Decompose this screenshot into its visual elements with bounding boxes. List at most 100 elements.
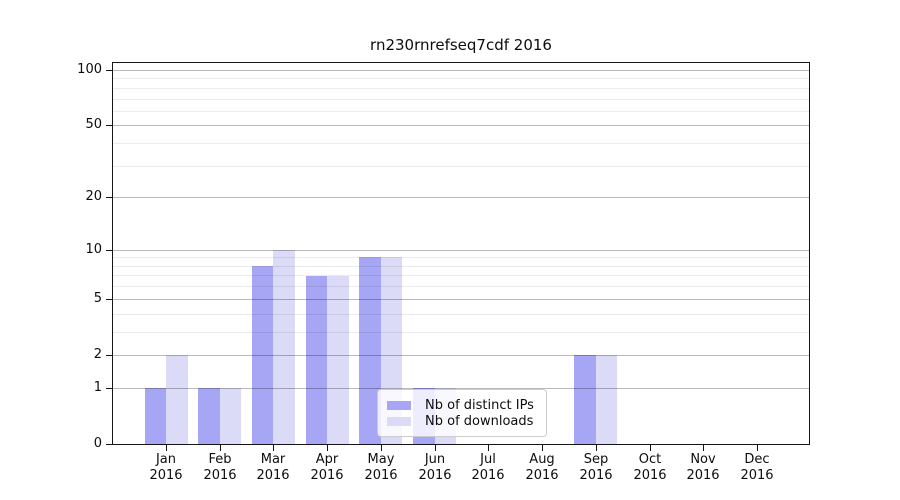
- x-tick-mark: [596, 445, 597, 451]
- x-tick-month: Apr: [315, 452, 339, 467]
- x-tick-mark: [757, 445, 758, 451]
- x-tick-label: Apr 2016: [300, 452, 354, 483]
- x-tick-mark: [327, 445, 328, 451]
- x-tick-month: Dec: [744, 452, 770, 467]
- x-tick-label: Jul 2016: [461, 452, 515, 483]
- bar-downloads-mar: [273, 249, 295, 444]
- gridline-minor: [113, 314, 809, 315]
- x-tick-label: Sep 2016: [569, 452, 623, 483]
- bars-layer: [113, 63, 809, 444]
- gridline-minor: [113, 266, 809, 267]
- x-tick-year: 2016: [149, 467, 183, 483]
- gridline-major: [113, 197, 809, 198]
- x-tick-year: 2016: [579, 467, 613, 483]
- legend-item-downloads: Nb of downloads: [387, 413, 537, 429]
- y-tick-label: 20: [85, 189, 102, 204]
- y-tick-label: 50: [85, 117, 102, 132]
- x-tick-label: Nov 2016: [676, 452, 730, 483]
- plot-area: Nb of distinct IPs Nb of downloads: [112, 62, 810, 445]
- x-tick-mark: [650, 445, 651, 451]
- bar-distinct-ips-sep: [574, 355, 596, 444]
- x-tick-year: 2016: [525, 467, 559, 483]
- gridline-major: [113, 250, 809, 251]
- x-tick-mark: [703, 445, 704, 451]
- x-tick-month: Mar: [260, 452, 286, 467]
- x-tick-mark: [166, 445, 167, 451]
- x-tick-label: Mar 2016: [246, 452, 300, 483]
- x-tick-month: Jul: [480, 452, 496, 467]
- y-tick-label: 10: [85, 242, 102, 257]
- x-tick-year: 2016: [686, 467, 720, 483]
- x-tick-label: Dec 2016: [730, 452, 784, 483]
- bar-distinct-ips-mar: [251, 265, 274, 444]
- y-tick-mark: [106, 355, 112, 356]
- gridline-major: [113, 70, 809, 71]
- bar-distinct-ips-apr: [305, 275, 328, 444]
- legend-swatch-downloads: [387, 416, 411, 426]
- bar-downloads-apr: [327, 275, 349, 444]
- x-tick-month: Oct: [638, 452, 662, 467]
- gridline-major: [113, 125, 809, 126]
- bar-distinct-ips-feb: [198, 387, 220, 444]
- x-tick-month: Jan: [155, 452, 177, 467]
- x-tick-year: 2016: [364, 467, 398, 483]
- y-tick-mark: [106, 250, 112, 251]
- legend-swatch-distinct-ips: [387, 400, 411, 410]
- legend-item-distinct-ips: Nb of distinct IPs: [387, 397, 537, 413]
- bar-downloads-sep: [595, 355, 618, 444]
- y-tick-label: 0: [93, 436, 102, 451]
- x-tick-month: Feb: [208, 452, 232, 467]
- gridline-minor: [113, 143, 809, 144]
- gridline-minor: [113, 275, 809, 276]
- x-tick-label: Jan 2016: [139, 452, 193, 483]
- y-tick-mark: [106, 388, 112, 389]
- y-tick-label: 2: [93, 347, 102, 362]
- x-tick-mark: [542, 445, 543, 451]
- x-tick-year: 2016: [633, 467, 667, 483]
- x-tick-mark: [220, 445, 221, 451]
- y-tick-label: 5: [93, 291, 102, 306]
- x-tick-label: May 2016: [354, 452, 408, 483]
- x-tick-label: Jun 2016: [408, 452, 462, 483]
- x-tick-label: Aug 2016: [515, 452, 569, 483]
- x-tick-label: Feb 2016: [193, 452, 247, 483]
- x-tick-month: Aug: [529, 452, 555, 467]
- gridline-minor: [113, 78, 809, 79]
- x-tick-label: Oct 2016: [623, 452, 677, 483]
- y-tick-mark: [106, 444, 112, 445]
- gridline-major: [113, 355, 809, 356]
- gridline-minor: [113, 99, 809, 100]
- x-tick-year: 2016: [256, 467, 290, 483]
- y-tick-mark: [106, 70, 112, 71]
- x-tick-mark: [488, 445, 489, 451]
- y-tick-mark: [106, 197, 112, 198]
- x-tick-month: Jun: [424, 452, 446, 467]
- legend: Nb of distinct IPs Nb of downloads: [377, 389, 547, 437]
- x-tick-year: 2016: [471, 467, 505, 483]
- gridline-minor: [113, 166, 809, 167]
- x-tick-year: 2016: [203, 467, 237, 483]
- gridline-minor: [113, 111, 809, 112]
- chart-title: rn230rnrefseq7cdf 2016: [370, 36, 552, 54]
- x-tick-year: 2016: [310, 467, 344, 483]
- grid-layer: [113, 63, 809, 444]
- legend-label-distinct-ips: Nb of distinct IPs: [425, 397, 534, 413]
- x-tick-year: 2016: [740, 467, 774, 483]
- bar-downloads-feb: [219, 387, 242, 444]
- gridline-minor: [113, 332, 809, 333]
- x-tick-month: Sep: [583, 452, 609, 467]
- x-tick-mark: [381, 445, 382, 451]
- bar-downloads-jan: [166, 355, 188, 444]
- y-tick-label: 100: [77, 62, 102, 77]
- x-tick-month: May: [367, 452, 395, 467]
- x-tick-month: Nov: [690, 452, 716, 467]
- y-tick-mark: [106, 125, 112, 126]
- x-tick-year: 2016: [418, 467, 452, 483]
- y-tick-label: 1: [93, 380, 102, 395]
- x-tick-mark: [435, 445, 436, 451]
- gridline-minor: [113, 88, 809, 89]
- bar-distinct-ips-may: [359, 257, 381, 444]
- y-tick-mark: [106, 299, 112, 300]
- gridline-minor: [113, 286, 809, 287]
